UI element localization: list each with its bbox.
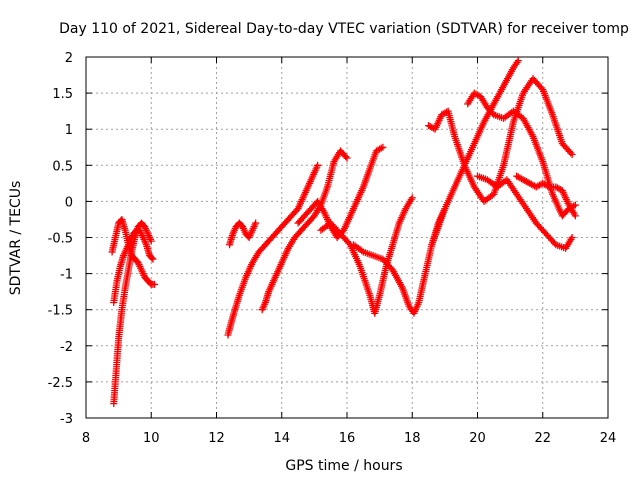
y-tick-label: 2 (65, 51, 73, 66)
data-point (567, 149, 575, 157)
series-arc-l (464, 89, 579, 220)
y-tick-label: -3 (60, 412, 73, 427)
x-tick-label: 18 (404, 431, 421, 446)
series-arc-g (294, 143, 387, 241)
x-tick-label: 12 (208, 431, 225, 446)
data-point (571, 212, 579, 220)
series-arc-e (226, 219, 260, 249)
data-point (342, 153, 350, 161)
y-tick-label: -1.5 (48, 304, 73, 319)
data-point (408, 194, 416, 202)
data-point (147, 237, 155, 245)
y-tick-label: -2.5 (48, 376, 73, 391)
y-tick-label: -2 (60, 340, 73, 355)
x-tick-label: 16 (339, 431, 356, 446)
data-point (377, 144, 385, 152)
x-tick-label: 24 (600, 431, 617, 446)
y-tick-label: -1 (60, 268, 73, 283)
data-point (148, 254, 156, 262)
x-tick-label: 22 (534, 431, 551, 446)
axis-ticks: 8 10 12 14 16 18 20 22 24-3-2.5-2-1.5-1-0.500.51… (48, 51, 617, 446)
y-tick-label: 1.5 (52, 87, 73, 102)
data-point (544, 182, 552, 190)
series-arc-n (513, 172, 579, 220)
data-point (568, 234, 576, 241)
y-tick-label: 0 (65, 195, 73, 210)
x-tick-label: 14 (273, 431, 290, 446)
y-axis-label: SDTVAR / TECUs (8, 181, 24, 296)
y-tick-label: -0.5 (48, 232, 73, 247)
series-arc-k (425, 75, 576, 205)
data-point (379, 143, 387, 151)
series-arc-d (224, 161, 322, 339)
data-point (514, 57, 522, 65)
x-tick-label: 10 (143, 431, 160, 446)
x-axis-label: GPS time / hours (285, 458, 402, 474)
data-markers (108, 57, 579, 408)
series-arc-m (474, 172, 576, 252)
x-tick-label: 8 (82, 431, 90, 446)
data-point (314, 161, 322, 169)
data-point (358, 247, 366, 255)
chart-title: Day 110 of 2021, Sidereal Day-to-day VTE… (59, 21, 629, 37)
data-point (252, 219, 260, 227)
y-tick-label: 0.5 (52, 159, 73, 174)
data-point (345, 239, 353, 247)
x-tick-label: 20 (469, 431, 486, 446)
data-point (149, 255, 157, 263)
data-point (571, 201, 579, 209)
data-point (568, 150, 576, 158)
series-arc-a (110, 219, 155, 408)
data-point (151, 280, 159, 288)
data-point (343, 154, 351, 162)
series-arc-c (110, 226, 157, 306)
y-tick-label: 1 (65, 123, 73, 138)
series-arc-f (258, 147, 351, 314)
